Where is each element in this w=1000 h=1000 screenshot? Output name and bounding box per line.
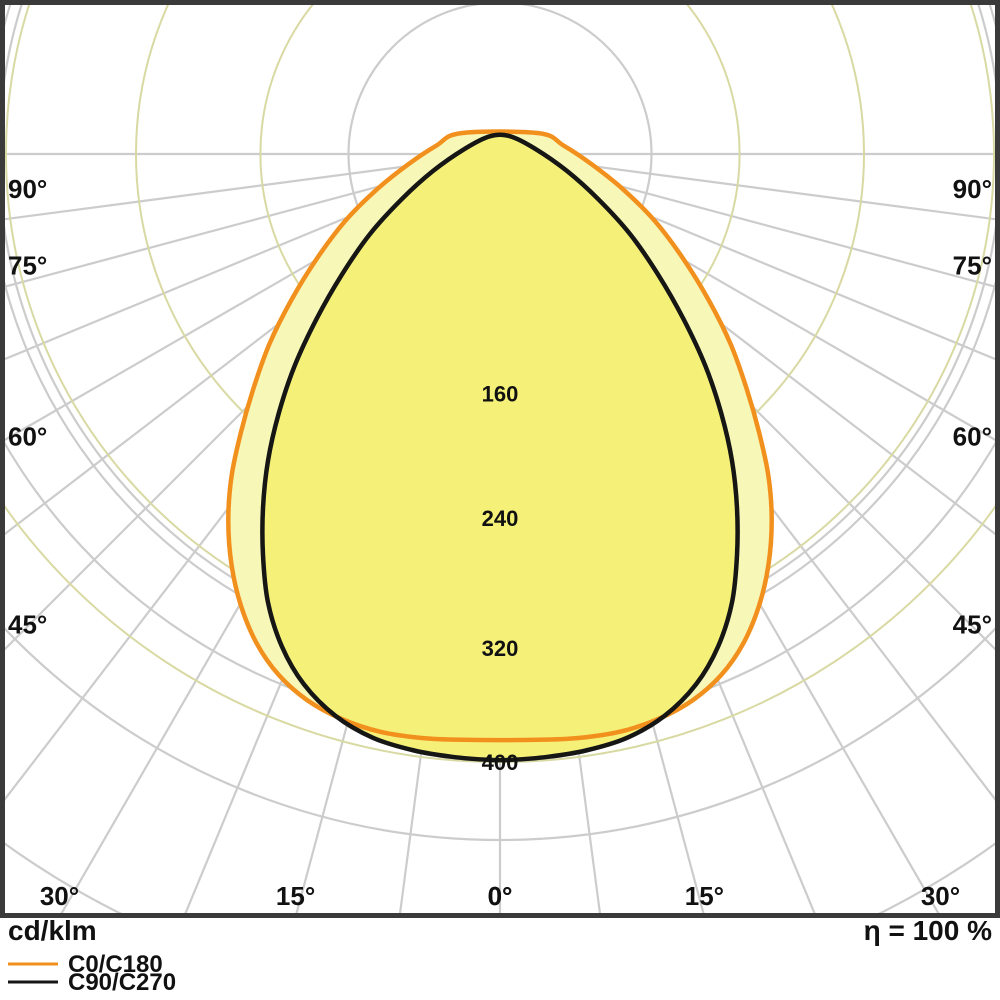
svg-text:45°: 45° — [953, 610, 992, 640]
svg-text:60°: 60° — [953, 421, 992, 451]
svg-text:160: 160 — [482, 382, 519, 407]
svg-text:cd/klm: cd/klm — [8, 915, 97, 946]
svg-text:30°: 30° — [921, 881, 960, 911]
svg-text:75°: 75° — [8, 251, 47, 281]
svg-text:15°: 15° — [276, 881, 315, 911]
svg-text:C90/C270: C90/C270 — [68, 969, 176, 996]
svg-text:400: 400 — [482, 750, 519, 775]
svg-text:90°: 90° — [8, 174, 47, 204]
svg-text:45°: 45° — [8, 610, 47, 640]
svg-text:η = 100 %: η = 100 % — [864, 915, 993, 946]
svg-text:75°: 75° — [953, 251, 992, 281]
svg-text:15°: 15° — [685, 881, 724, 911]
svg-text:30°: 30° — [40, 881, 79, 911]
svg-text:0°: 0° — [488, 881, 513, 911]
svg-text:90°: 90° — [953, 174, 992, 204]
svg-text:60°: 60° — [8, 421, 47, 451]
svg-text:320: 320 — [482, 636, 519, 661]
svg-text:240: 240 — [482, 506, 519, 531]
